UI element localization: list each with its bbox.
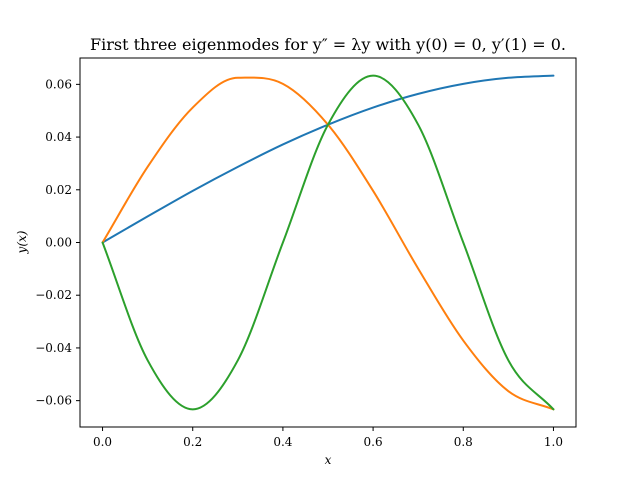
y-tick-label: 0.06 [45,77,72,91]
y-tick-label: −0.02 [35,288,72,302]
x-tick-label: 0.2 [183,435,202,449]
x-axis: 0.0 0.2 0.4 0.6 0.8 1.0 [93,427,563,449]
series-line-1 [101,74,555,244]
y-tick-label: 0.04 [45,130,72,144]
chart-title: First three eigenmodes for y″ = λy with … [90,35,566,54]
x-axis-label: x [325,453,332,467]
x-tick-label: 1.0 [544,435,563,449]
x-tick-label: 0.6 [364,435,383,449]
y-axis: −0.06 −0.04 −0.02 0.00 0.02 0.04 0.06 [35,77,80,408]
series-line-3 [101,74,555,411]
x-tick-label: 0.4 [273,435,292,449]
y-tick-label: 0.02 [45,183,72,197]
plot-area [101,74,555,411]
y-axis-label: y(x) [15,230,29,254]
series-line-2 [101,76,555,411]
y-tick-label: 0.00 [45,236,72,250]
x-tick-label: 0.8 [454,435,473,449]
x-tick-label: 0.0 [93,435,112,449]
y-tick-label: −0.06 [35,394,72,408]
y-tick-label: −0.04 [35,341,72,355]
